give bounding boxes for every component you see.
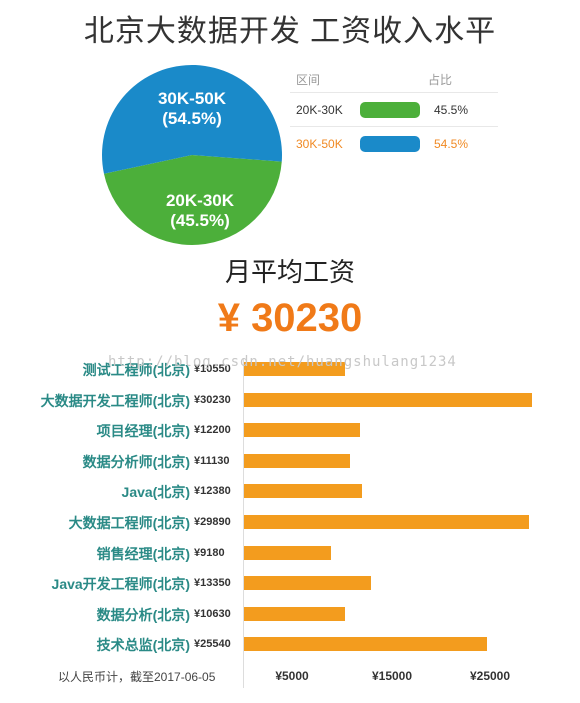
bar-row[interactable]: 技术总监(北京) ¥25540: [0, 630, 580, 660]
legend-row-30k-50k[interactable]: 30K-50K 54.5%: [290, 126, 498, 160]
salary-bar[interactable]: [244, 453, 351, 468]
bar-category-label: 销售经理(北京): [96, 545, 190, 562]
salary-bar[interactable]: [244, 515, 529, 529]
salary-bar[interactable]: [244, 392, 532, 407]
legend-row-20k-30k[interactable]: 20K-30K 45.5%: [290, 92, 498, 126]
legend-swatch-blue: [360, 135, 420, 152]
bar-value-label: ¥11130: [194, 454, 230, 467]
bar-category-label: 测试工程师(北京): [82, 362, 190, 378]
bar-value-label: ¥10550: [194, 363, 231, 375]
average-salary-value: ¥ 30230: [217, 296, 363, 340]
salary-bar[interactable]: [244, 637, 488, 652]
x-axis-tick-label: ¥15000: [371, 669, 413, 683]
bar-row[interactable]: 测试工程师(北京) ¥10550: [0, 355, 580, 385]
bar-category-label: 项目经理(北京): [96, 423, 190, 440]
pie-slice-20k-30k[interactable]: [103, 155, 282, 245]
bar-value-label: ¥13350: [194, 577, 231, 590]
pie-label-percent-20k-30k: (45.5%): [170, 211, 230, 230]
bar-row[interactable]: Java开发工程师(北京) ¥13350: [0, 569, 580, 599]
bar-category-label: Java开发工程师(北京): [51, 576, 190, 593]
legend-percent: 54.5%: [434, 136, 469, 151]
salary-range-pie-chart: 30K-50K (54.5%) 20K-30K (45.5%): [102, 64, 283, 245]
salary-bar[interactable]: [244, 362, 345, 376]
bar-row[interactable]: 数据分析师(北京) ¥11130: [0, 447, 580, 477]
pie-label-percent-30k-50k: (54.5%): [162, 109, 222, 128]
bar-value-label: ¥12200: [194, 424, 231, 437]
bar-row[interactable]: 大数据工程师(北京) ¥29890: [0, 508, 580, 538]
legend-range-label: 20K-30K: [296, 102, 343, 117]
bar-category-label: 大数据开发工程师(北京): [40, 392, 190, 409]
pie-label-range-30k-50k: 30K-50K: [158, 89, 227, 108]
bar-category-label: 数据分析师(北京): [82, 453, 190, 470]
watermark-url: http://blog.csdn.net/huangshulang1234: [108, 354, 457, 370]
pie-legend: 区间 占比 20K-30K 45.5% 30K-50K 54.5%: [290, 66, 498, 160]
bar-value-label: ¥9180: [194, 546, 225, 559]
salary-bar[interactable]: [244, 606, 346, 621]
bar-category-label: 数据分析(北京): [96, 606, 190, 623]
legend-header: 区间 占比: [290, 66, 498, 92]
salary-bar[interactable]: [244, 484, 362, 499]
salary-bar[interactable]: [244, 423, 361, 438]
legend-swatch-green: [360, 101, 420, 118]
salary-bar[interactable]: [244, 576, 372, 591]
bar-category-label: Java(北京): [121, 484, 190, 501]
bar-value-label: ¥29890: [194, 516, 231, 528]
bar-value-label: ¥12380: [194, 485, 231, 498]
bar-category-label: 大数据工程师(北京): [68, 515, 190, 531]
bar-value-label: ¥30230: [194, 393, 231, 406]
legend-header-share: 占比: [428, 72, 453, 87]
bar-axis-line: [243, 358, 244, 688]
pie-slice-30k-50k[interactable]: [102, 64, 283, 174]
bar-value-label: ¥25540: [194, 638, 231, 651]
currency-footnote: 以人民币计，截至2017-06-05: [58, 670, 216, 684]
bar-category-label: 技术总监(北京): [96, 637, 190, 654]
legend-percent: 45.5%: [434, 102, 469, 117]
bar-row[interactable]: 数据分析(北京) ¥10630: [0, 600, 580, 630]
bar-row[interactable]: 大数据开发工程师(北京) ¥30230: [0, 386, 580, 416]
page-title: 北京大数据开发 工资收入水平: [83, 15, 497, 48]
x-axis-tick-label: ¥25000: [469, 669, 511, 683]
salary-bar[interactable]: [244, 545, 332, 560]
bar-row[interactable]: 项目经理(北京) ¥12200: [0, 416, 580, 446]
x-axis-tick-label: ¥5000: [275, 669, 309, 683]
bar-row[interactable]: 销售经理(北京) ¥9180: [0, 539, 580, 569]
average-salary-title: 月平均工资: [224, 257, 355, 287]
pie-label-range-20k-30k: 20K-30K: [166, 191, 235, 210]
bar-row[interactable]: Java(北京) ¥12380: [0, 477, 580, 507]
legend-range-label: 30K-50K: [296, 136, 343, 151]
legend-header-range: 区间: [296, 72, 321, 87]
bar-value-label: ¥10630: [194, 607, 231, 620]
